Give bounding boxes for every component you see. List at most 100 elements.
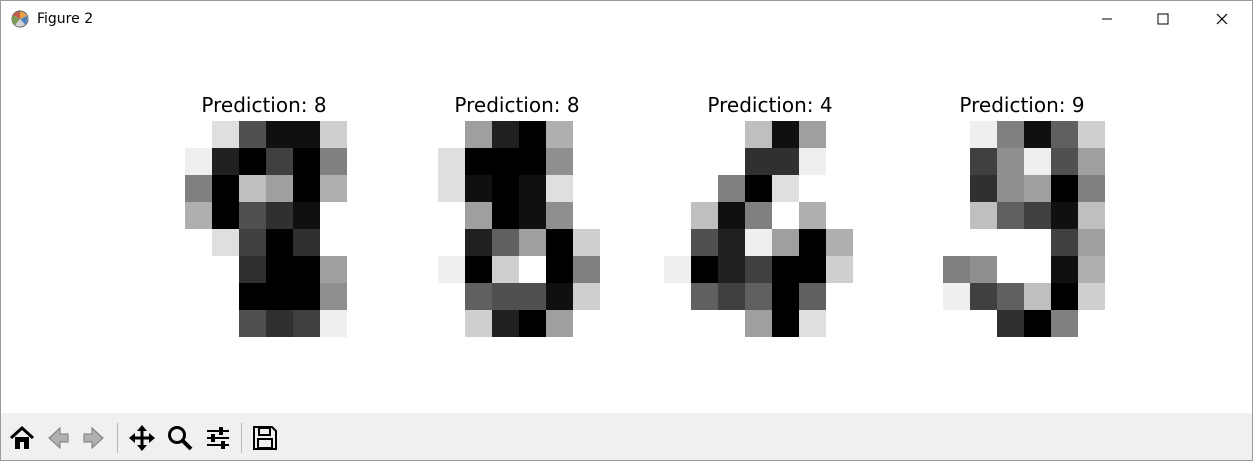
digit-pixel bbox=[772, 121, 799, 148]
window-title: Figure 2 bbox=[37, 11, 94, 27]
digit-pixel bbox=[212, 121, 239, 148]
digit-pixel bbox=[799, 202, 826, 229]
digit-pixel bbox=[745, 148, 772, 175]
digit-pixel bbox=[411, 121, 438, 148]
digit-pixel bbox=[970, 229, 997, 256]
save-button[interactable] bbox=[248, 421, 282, 455]
digit-pixel bbox=[212, 175, 239, 202]
digit-pixel bbox=[799, 283, 826, 310]
digit-pixel bbox=[411, 310, 438, 337]
digit-pixel bbox=[347, 121, 374, 148]
digit-pixel bbox=[293, 310, 320, 337]
digit-pixel bbox=[997, 256, 1024, 283]
digit-pixel bbox=[691, 229, 718, 256]
digit-pixel bbox=[546, 283, 573, 310]
digit-pixel bbox=[826, 175, 853, 202]
digit-pixel bbox=[916, 121, 943, 148]
digit-pixel bbox=[519, 283, 546, 310]
digit-pixel bbox=[492, 148, 519, 175]
digit-pixel bbox=[185, 310, 212, 337]
digit-pixel bbox=[411, 283, 438, 310]
digit-pixel bbox=[492, 256, 519, 283]
digit-pixel bbox=[943, 202, 970, 229]
toolbar-separator bbox=[117, 423, 118, 453]
digit-pixel bbox=[293, 175, 320, 202]
digit-pixel bbox=[185, 256, 212, 283]
digit-pixel bbox=[320, 175, 347, 202]
digit-pixel bbox=[745, 229, 772, 256]
zoom-button[interactable] bbox=[163, 421, 197, 455]
digit-pixel bbox=[1051, 256, 1078, 283]
digit-pixel bbox=[185, 202, 212, 229]
forward-button[interactable] bbox=[77, 421, 111, 455]
minimize-button[interactable] bbox=[1084, 1, 1130, 37]
digit-pixel bbox=[546, 310, 573, 337]
digit-pixel bbox=[465, 256, 492, 283]
digit-pixel bbox=[293, 121, 320, 148]
digit-pixel bbox=[465, 310, 492, 337]
digit-pixel bbox=[320, 121, 347, 148]
digit-pixel bbox=[826, 256, 853, 283]
matplotlib-icon bbox=[11, 10, 29, 28]
digit-pixel bbox=[826, 310, 853, 337]
panel-title: Prediction: 4 bbox=[707, 93, 833, 117]
digit-pixel bbox=[1051, 121, 1078, 148]
digit-pixel bbox=[664, 283, 691, 310]
digit-pixel bbox=[853, 256, 880, 283]
digit-pixel bbox=[826, 148, 853, 175]
digit-pixel bbox=[1024, 121, 1051, 148]
configure-subplots-button[interactable] bbox=[201, 421, 235, 455]
home-button[interactable] bbox=[5, 421, 39, 455]
maximize-button[interactable] bbox=[1140, 1, 1186, 37]
back-button[interactable] bbox=[41, 421, 75, 455]
digit-pixel bbox=[745, 310, 772, 337]
digit-pixel bbox=[916, 148, 943, 175]
close-icon bbox=[1216, 13, 1228, 25]
digit-pixel bbox=[438, 121, 465, 148]
figure-canvas[interactable]: Prediction: 8 Prediction: 8 Prediction: … bbox=[1, 37, 1252, 413]
digit-image bbox=[411, 121, 627, 337]
digit-pixel bbox=[212, 256, 239, 283]
digit-pixel bbox=[916, 256, 943, 283]
digit-pixel bbox=[239, 229, 266, 256]
digit-pixel bbox=[293, 202, 320, 229]
digit-pixel bbox=[970, 202, 997, 229]
digit-pixel bbox=[1105, 121, 1132, 148]
toolbar-separator bbox=[241, 423, 242, 453]
digit-pixel bbox=[158, 202, 185, 229]
digit-pixel bbox=[492, 121, 519, 148]
digit-pixel bbox=[158, 256, 185, 283]
digit-pixel bbox=[546, 121, 573, 148]
digit-pixel bbox=[664, 121, 691, 148]
navigation-toolbar bbox=[1, 413, 1252, 460]
digit-pixel bbox=[492, 229, 519, 256]
digit-pixel bbox=[266, 175, 293, 202]
digit-pixel bbox=[1078, 202, 1105, 229]
digit-pixel bbox=[320, 310, 347, 337]
pan-button[interactable] bbox=[125, 421, 159, 455]
close-button[interactable] bbox=[1199, 1, 1245, 37]
digit-pixel bbox=[465, 121, 492, 148]
digit-pixel bbox=[1078, 175, 1105, 202]
digit-pixel bbox=[492, 202, 519, 229]
back-icon bbox=[48, 426, 69, 450]
digit-pixel bbox=[1105, 310, 1132, 337]
digit-pixel bbox=[239, 310, 266, 337]
digit-pixel bbox=[997, 175, 1024, 202]
digit-pixel bbox=[799, 256, 826, 283]
digit-pixel bbox=[664, 310, 691, 337]
digit-pixel bbox=[799, 121, 826, 148]
panel-title: Prediction: 8 bbox=[454, 93, 580, 117]
digit-pixel bbox=[664, 229, 691, 256]
digit-pixel bbox=[970, 310, 997, 337]
digit-pixel bbox=[320, 256, 347, 283]
digit-pixel bbox=[1051, 175, 1078, 202]
digit-pixel bbox=[1105, 202, 1132, 229]
digit-pixel bbox=[347, 148, 374, 175]
digit-pixel bbox=[465, 229, 492, 256]
digit-pixel bbox=[438, 310, 465, 337]
digit-pixel bbox=[465, 175, 492, 202]
digit-pixel bbox=[718, 310, 745, 337]
digit-pixel bbox=[970, 256, 997, 283]
digit-pixel bbox=[185, 229, 212, 256]
